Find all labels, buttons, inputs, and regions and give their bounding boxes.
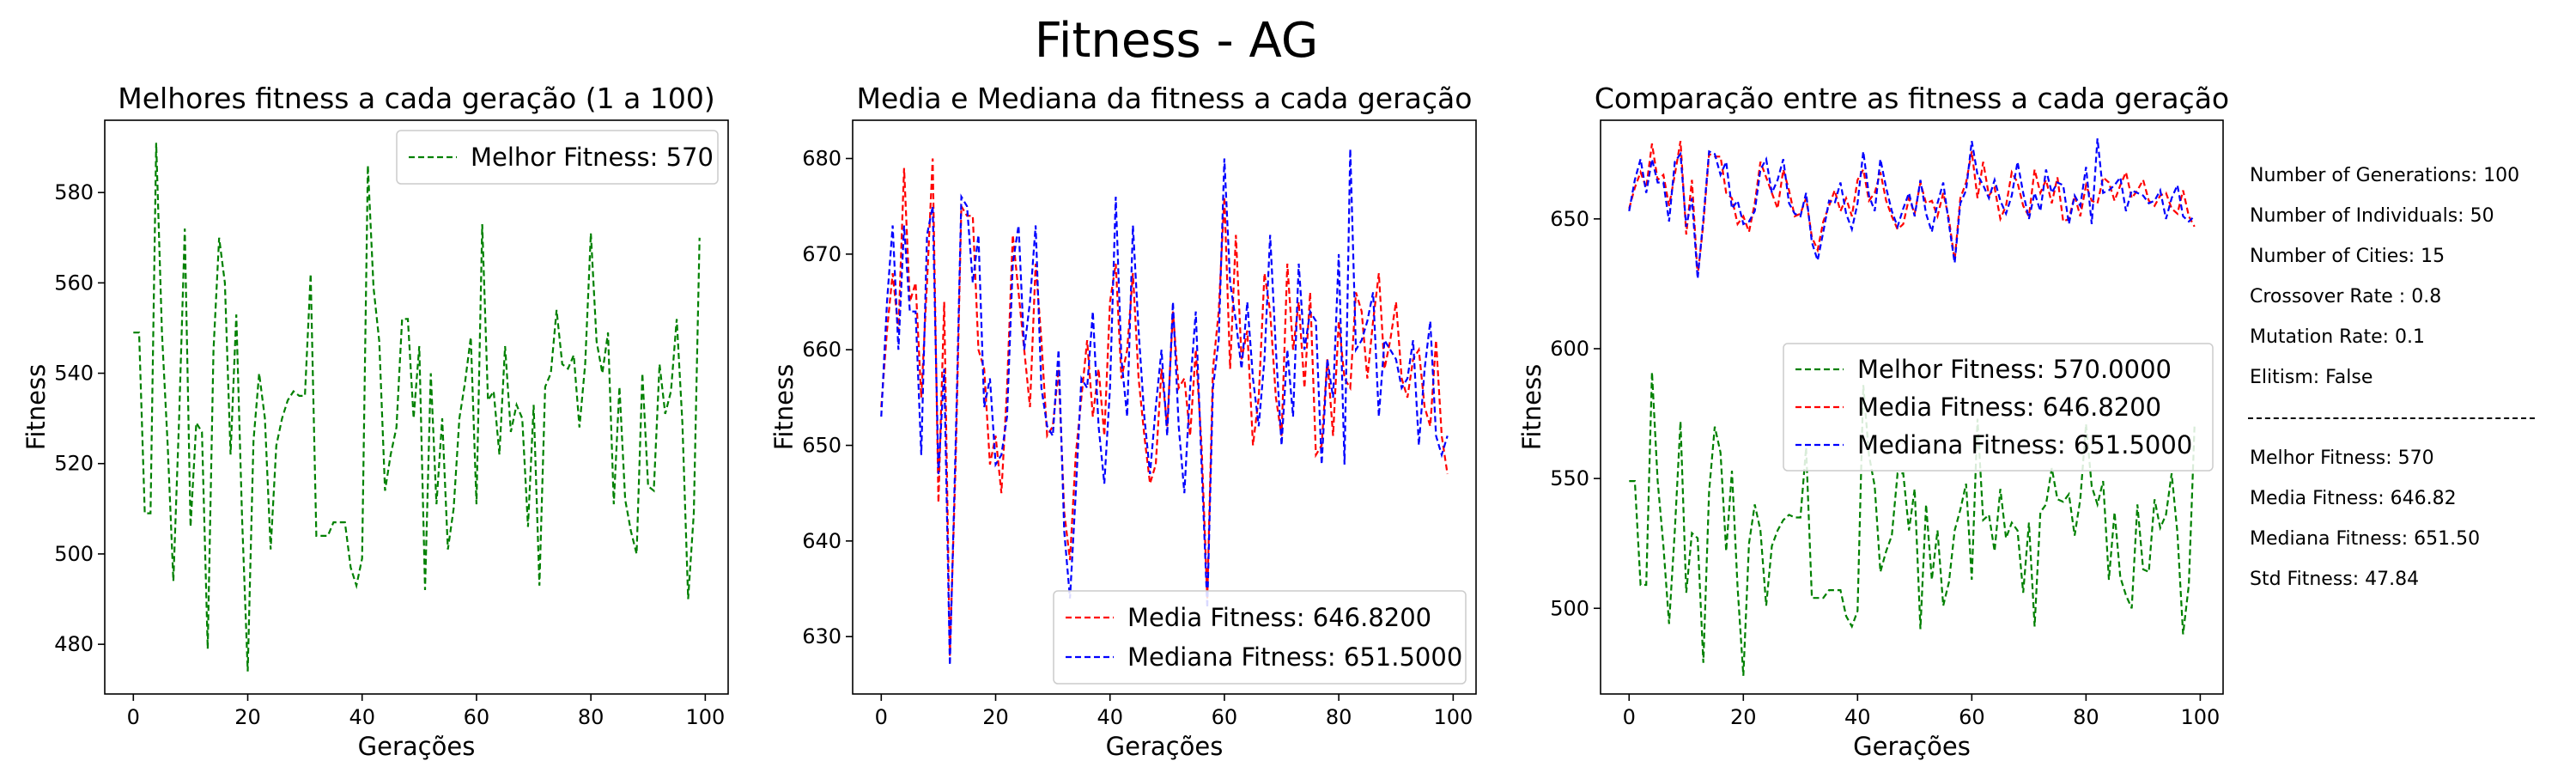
x-tick-label: 100 [1433,705,1473,729]
x-tick-label: 0 [875,705,888,729]
info-param-cities: Number of Cities: 15 [2250,246,2445,267]
x-axis-label: Gerações [1106,732,1224,761]
info-param-elitism: Elitism: False [2250,367,2373,388]
x-tick-label: 40 [349,705,375,729]
legend-label: Melhor Fitness: 570.0000 [1857,355,2172,384]
info-param-mutation: Mutation Rate: 0.1 [2250,326,2426,348]
x-axis-label: Gerações [358,732,476,761]
legend-label: Mediana Fitness: 651.5000 [1857,430,2192,460]
y-axis-label: Fitness [21,364,51,450]
axes-frame [104,119,729,695]
series-line-2 [880,149,1449,666]
series-line-1 [133,143,701,672]
y-tick-label: 580 [54,180,94,204]
y-tick-label: 560 [54,271,94,295]
x-tick-label: 40 [1844,705,1871,729]
info-stat-best: Melhor Fitness: 570 [2250,447,2434,469]
y-tick-label: 500 [1550,596,1589,620]
y-tick-label: 630 [802,624,841,648]
y-tick-label: 550 [1550,466,1589,490]
x-tick-label: 80 [578,705,605,729]
x-tick-label: 0 [127,705,140,729]
legend: Melhor Fitness: 570 [396,130,719,185]
y-tick-label: 670 [802,242,841,266]
x-tick-label: 100 [685,705,725,729]
chart-title: Media e Mediana da fitness a cada geraçã… [857,82,1473,115]
legend-box [1783,343,2214,472]
series-line-3 [1628,138,2196,279]
x-tick-label: 60 [464,705,490,729]
info-separator [2248,417,2535,419]
legend-box [396,130,719,185]
legend: Media Fitness: 646.8200 Mediana Fitness: … [1053,590,1467,685]
y-tick-label: 640 [802,529,841,553]
y-axis-label: Fitness [769,364,799,450]
info-param-individuals: Number of Individuals: 50 [2250,205,2494,227]
chart-2: Media e Mediana da fitness a cada geraçã… [769,82,1477,761]
chart-title: Melhores fitness a cada geração (1 a 100… [118,82,714,115]
legend-label: Media Fitness: 646.8200 [1857,393,2161,422]
chart-title: Comparação entre as fitness a cada geraç… [1595,82,2229,115]
legend: Melhor Fitness: 570.0000 Media Fitness: 6… [1783,343,2214,472]
y-tick-label: 520 [54,452,94,476]
y-tick-label: 650 [1550,207,1589,231]
y-tick-label: 500 [54,542,94,566]
y-tick-label: 680 [802,147,841,171]
y-tick-label: 660 [802,338,841,362]
y-tick-label: 480 [54,632,94,656]
axes-frame [1600,119,2224,695]
info-param-crossover: Crossover Rate : 0.8 [2250,286,2442,307]
chart-1: Melhores fitness a cada geração (1 a 100… [21,82,729,761]
x-tick-label: 20 [982,705,1009,729]
figure-title: Fitness - AG [1035,13,1318,69]
x-tick-label: 80 [1326,705,1352,729]
info-stat-mean: Media Fitness: 646.82 [2250,488,2457,509]
series-line-1 [1629,372,2196,676]
legend-label: Media Fitness: 646.8200 [1127,603,1431,632]
axes-frame [852,119,1477,695]
info-stat-median: Mediana Fitness: 651.50 [2250,528,2481,550]
legend-box [1053,590,1467,685]
charts-area: Melhores fitness a cada geração (1 a 100… [21,82,2229,761]
chart-3: Comparação entre as fitness a cada geraç… [1517,82,2229,761]
x-tick-label: 20 [234,705,261,729]
x-tick-label: 100 [2180,705,2220,729]
legend-label: Mediana Fitness: 651.5000 [1127,642,1462,672]
y-tick-label: 540 [54,362,94,386]
x-axis-label: Gerações [1853,732,1971,761]
legend-label: Melhor Fitness: 570 [471,143,714,172]
x-tick-label: 0 [1623,705,1636,729]
x-tick-label: 40 [1097,705,1123,729]
x-tick-label: 20 [1730,705,1757,729]
y-axis-label: Fitness [1517,364,1546,450]
info-param-generations: Number of Generations: 100 [2250,165,2520,186]
y-tick-label: 600 [1550,337,1589,361]
y-tick-label: 650 [802,434,841,458]
x-tick-label: 60 [1212,705,1238,729]
x-tick-label: 60 [1959,705,1985,729]
series-line-1 [880,158,1449,656]
info-stat-std: Std Fitness: 47.84 [2250,569,2420,590]
x-tick-label: 80 [2073,705,2099,729]
